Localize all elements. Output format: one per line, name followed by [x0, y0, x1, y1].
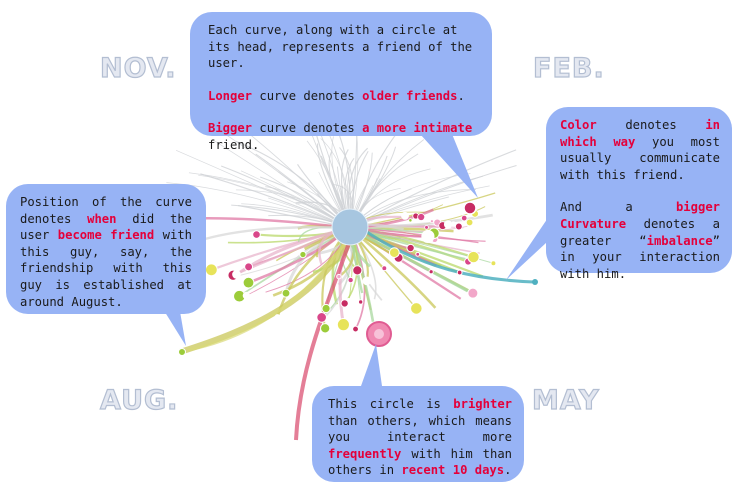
- callout-right-text: denotes a greater “: [560, 216, 720, 248]
- bright-friend-circle-inner: [374, 329, 384, 339]
- friend-head-circle: [362, 276, 372, 286]
- friend-head-circle: [467, 250, 480, 264]
- callout-right-text: you most usually communicate with this f…: [560, 134, 720, 182]
- friend-head-circle: [408, 218, 413, 223]
- callout-top-bigger: Bigger: [208, 121, 253, 136]
- callout-top-older-friends: older friends: [362, 88, 458, 103]
- friend-head-circle: [428, 269, 434, 275]
- month-label-nov: NOV.: [99, 52, 177, 84]
- callout-left-text: Position of the curve denotes: [20, 195, 192, 226]
- friend-head-circle: [381, 265, 388, 272]
- callout-right-in-which-way: in which way: [560, 118, 720, 149]
- curve-february-friend: [357, 224, 535, 284]
- friend-head-circle: [242, 276, 255, 289]
- callout-right-text: denotes: [596, 118, 706, 132]
- curve-may-long-friend: [294, 239, 352, 441]
- friend-head-circle: [352, 265, 363, 276]
- month-label-may: MAY: [531, 384, 600, 416]
- callout-top-longer: Longer: [208, 88, 253, 103]
- friend-head-circle: [252, 230, 261, 239]
- month-label-aug: AUG.: [99, 384, 179, 416]
- callout-left-text-block: Position of the curve denotes when did t…: [20, 194, 192, 310]
- friend-head-circle: [461, 214, 468, 222]
- callout-top-para2: Longer curve denotes older friends.: [208, 88, 478, 105]
- callout-top-line1: Each curve, along with a circle at its h…: [208, 23, 473, 71]
- friend-head-circle: [410, 302, 423, 315]
- callout-top-text: .: [457, 88, 465, 103]
- friend-head-circle: [320, 323, 331, 334]
- callout-right-bigger-curvature: bigger Curvature: [560, 200, 720, 231]
- friend-head-circle: [358, 299, 364, 305]
- friend-curve: [175, 149, 351, 229]
- callout-bottom: This circle is brighter than others, whi…: [312, 386, 524, 482]
- callout-top: Each curve, along with a circle at its h…: [190, 12, 492, 152]
- friend-head-circle: [299, 250, 307, 259]
- callout-right: Color denotes in which way you most usua…: [546, 107, 732, 281]
- friend-head-circle: [336, 273, 342, 280]
- friend-head-circle: [421, 229, 435, 244]
- friend-head-circle: [430, 219, 434, 224]
- callout-bottom-recent-10-days: recent 10 days: [401, 463, 505, 478]
- friend-curve: [199, 226, 351, 242]
- callout-bottom-text: with him than others in: [328, 446, 512, 478]
- friend-head-circle: [281, 288, 291, 298]
- user-center-node: [331, 208, 369, 246]
- callout-top-text: curve denotes: [252, 121, 363, 136]
- friend-head-circle: [347, 276, 354, 284]
- friend-head-circle: [336, 318, 350, 332]
- friend-heads: [196, 209, 497, 334]
- callout-right-para2: And a bigger Curvature denotes a greater…: [560, 199, 720, 282]
- callout-top-para3: Bigger curve denotes a more intimate fri…: [208, 120, 478, 153]
- friend-head-circle: [467, 287, 479, 299]
- callout-left-text: with this guy, say, the friendship with …: [20, 228, 192, 309]
- callout-top-text: friend.: [208, 137, 260, 152]
- friend-head-circle: [204, 263, 218, 277]
- callout-left-become-friend: become friend: [57, 228, 155, 243]
- friend-head-circle: [465, 218, 474, 227]
- friend-head-circle: [406, 243, 415, 253]
- friend-head-circle: [242, 291, 250, 300]
- callout-bottom-text: .: [504, 463, 512, 478]
- friend-head-circle: [352, 325, 359, 333]
- callout-top-intimate: a more intimate: [362, 121, 473, 136]
- friend-head-circle: [401, 211, 409, 220]
- friend-head-february: [532, 279, 538, 285]
- friend-head-top-right: [463, 201, 477, 215]
- callout-top-text: curve denotes: [252, 88, 363, 103]
- callout-bottom-brighter: brighter: [453, 397, 512, 411]
- callout-right-text: And a: [560, 200, 676, 215]
- callout-bottom-text: This circle is: [328, 397, 454, 411]
- friend-head-circle: [321, 303, 331, 314]
- friend-head-circle: [340, 299, 349, 308]
- curve-august-friend-2: [187, 235, 352, 352]
- friend-head-circle: [274, 314, 281, 320]
- friend-head-circle: [417, 213, 426, 221]
- callout-right-text: ” in your interaction with him.: [560, 233, 720, 281]
- callout-bottom-text-block: This circle is brighter than others, whi…: [328, 396, 512, 479]
- friend-head-circle: [443, 220, 453, 229]
- callout-bottom-frequently: frequently: [328, 446, 402, 461]
- friend-head-circle: [490, 260, 497, 267]
- callout-left: Position of the curve denotes when did t…: [6, 184, 206, 314]
- friend-head-circle: [424, 225, 429, 230]
- month-label-feb: FEB.: [532, 52, 605, 84]
- friend-head-circle: [244, 262, 254, 272]
- friend-head-august: [178, 348, 186, 356]
- friend-head-circle: [455, 222, 463, 231]
- friend-head-circle: [456, 269, 463, 276]
- callout-left-when: when: [87, 211, 117, 226]
- callout-right-para1: Color denotes in which way you most usua…: [560, 117, 720, 183]
- callout-bottom-text: than others, which means you interact mo…: [328, 413, 512, 445]
- top-callout-pointer: [420, 134, 478, 198]
- friend-head-circle: [415, 251, 421, 257]
- friend-head-circle: [232, 270, 241, 279]
- callout-right-color: Color: [560, 118, 597, 132]
- callout-left-text: did the user: [20, 211, 193, 243]
- friend-head-circle: [451, 221, 456, 226]
- friend-head-circle: [316, 312, 327, 323]
- callout-right-imbalance: imbalance: [646, 233, 713, 248]
- friend-curve: [196, 216, 351, 230]
- friend-head-circle: [388, 247, 400, 258]
